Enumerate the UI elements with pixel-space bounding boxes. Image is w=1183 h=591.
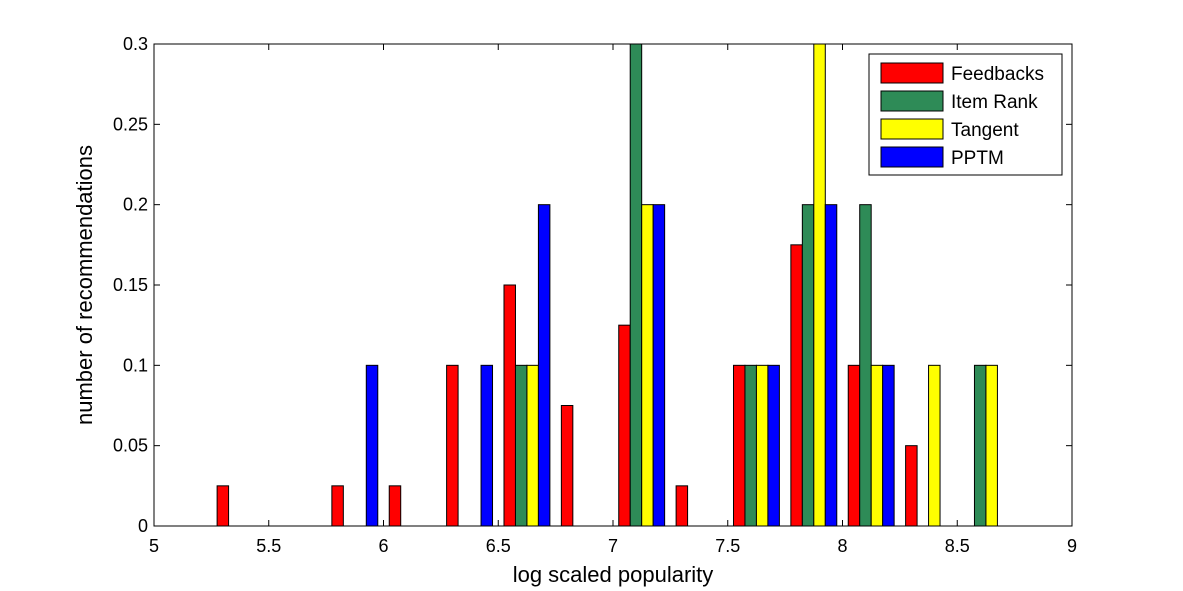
y-tick-label: 0.3 [123, 34, 148, 54]
bar-feedbacks-11 [790, 244, 803, 527]
bar-feedbacks-7 [560, 405, 574, 527]
bar-feedbacks-3 [331, 485, 344, 527]
bar-item-rank-14 [973, 364, 987, 527]
legend-label-item-rank: Item Rank [951, 92, 1038, 113]
bar-tangent-11 [813, 43, 826, 527]
x-tick-label: 8 [837, 536, 847, 556]
bar-tangent-10 [755, 364, 769, 527]
legend-label-pptm: PPTM [951, 148, 1004, 169]
x-tick-label: 9 [1067, 536, 1077, 556]
x-tick-label: 6.5 [486, 536, 511, 556]
bar-feedbacks-12 [847, 364, 861, 527]
x-tick-label: 5 [149, 536, 159, 556]
bar-feedbacks-6 [503, 284, 516, 527]
bar-pptm-12 [882, 364, 895, 527]
y-tick-label: 0.25 [113, 114, 148, 134]
legend-swatch-pptm [880, 146, 944, 168]
bar-item-rank-8 [629, 43, 643, 527]
bar-item-rank-6 [514, 364, 528, 527]
x-tick-label: 6 [378, 536, 388, 556]
x-tick-label: 7.5 [715, 536, 740, 556]
legend-label-feedbacks: Feedbacks [951, 64, 1044, 85]
bar-pptm-6 [537, 204, 551, 527]
bar-item-rank-12 [859, 204, 872, 527]
bar-feedbacks-5 [446, 364, 459, 527]
y-tick-label: 0.1 [123, 355, 148, 375]
bar-tangent-14 [985, 364, 998, 527]
y-tick-label: 0.05 [113, 436, 148, 456]
bar-pptm-8 [652, 204, 666, 527]
x-axis-title: log scaled popularity [513, 562, 714, 587]
legend-swatch-tangent [880, 118, 944, 140]
y-tick-label: 0 [138, 516, 148, 536]
legend-swatch-item-rank [880, 90, 944, 112]
legend-label-tangent: Tangent [951, 120, 1019, 141]
bar-tangent-12 [870, 364, 884, 527]
bar-pptm-11 [824, 204, 838, 527]
bar-pptm-10 [767, 364, 780, 527]
x-tick-label: 5.5 [256, 536, 281, 556]
bar-feedbacks-8 [618, 324, 631, 527]
bar-tangent-6 [526, 364, 539, 527]
bar-tangent-13 [928, 364, 941, 527]
bar-pptm-3 [365, 364, 379, 527]
ticks-group: 5 5.5 6 6.5 7 7.5 8 8.5 9 0 0.05 0.1 0.15 0.2 0.25 0.3 [113, 34, 1077, 556]
bar-item-rank-10 [744, 364, 757, 527]
bar-tangent-8 [641, 204, 654, 527]
y-axis-title: number of recommendations [72, 145, 97, 425]
legend-swatch-feedbacks [880, 62, 944, 84]
bar-feedbacks-13 [905, 445, 918, 527]
x-tick-label: 8.5 [945, 536, 970, 556]
bar-pptm-5 [480, 364, 494, 527]
bar-feedbacks-1 [216, 485, 230, 527]
bar-feedbacks-4 [388, 485, 402, 527]
y-tick-label: 0.15 [113, 275, 148, 295]
bar-item-rank-11 [801, 204, 815, 527]
x-tick-label: 7 [608, 536, 618, 556]
legend: Feedbacks Item Rank Tangent PPTM [868, 53, 1063, 176]
y-tick-label: 0.2 [123, 195, 148, 215]
bar-feedbacks-10 [732, 364, 746, 527]
bar-feedbacks-9 [675, 485, 689, 527]
